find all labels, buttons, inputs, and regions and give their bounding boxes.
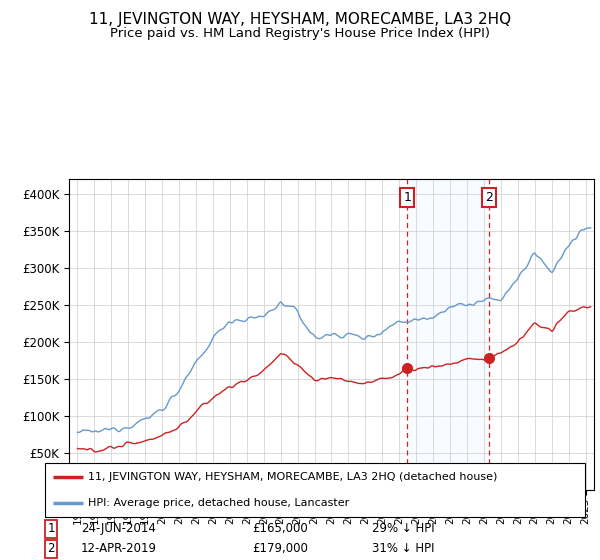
Text: 11, JEVINGTON WAY, HEYSHAM, MORECAMBE, LA3 2HQ (detached house): 11, JEVINGTON WAY, HEYSHAM, MORECAMBE, L…: [88, 473, 497, 482]
Text: HPI: Average price, detached house, Lancaster: HPI: Average price, detached house, Lanc…: [88, 498, 349, 507]
Bar: [407, 179, 488, 490]
Text: 29% ↓ HPI: 29% ↓ HPI: [372, 522, 434, 535]
Text: 1: 1: [403, 191, 412, 204]
Text: £179,000: £179,000: [252, 542, 308, 556]
Text: 2: 2: [485, 191, 493, 204]
Text: 24-JUN-2014: 24-JUN-2014: [81, 522, 156, 535]
Text: 12-APR-2019: 12-APR-2019: [81, 542, 157, 556]
Text: Price paid vs. HM Land Registry's House Price Index (HPI): Price paid vs. HM Land Registry's House …: [110, 27, 490, 40]
Text: 31% ↓ HPI: 31% ↓ HPI: [372, 542, 434, 556]
Text: £165,000: £165,000: [252, 522, 308, 535]
Text: 2: 2: [47, 542, 55, 556]
Text: 1: 1: [47, 522, 55, 535]
Text: 11, JEVINGTON WAY, HEYSHAM, MORECAMBE, LA3 2HQ: 11, JEVINGTON WAY, HEYSHAM, MORECAMBE, L…: [89, 12, 511, 27]
